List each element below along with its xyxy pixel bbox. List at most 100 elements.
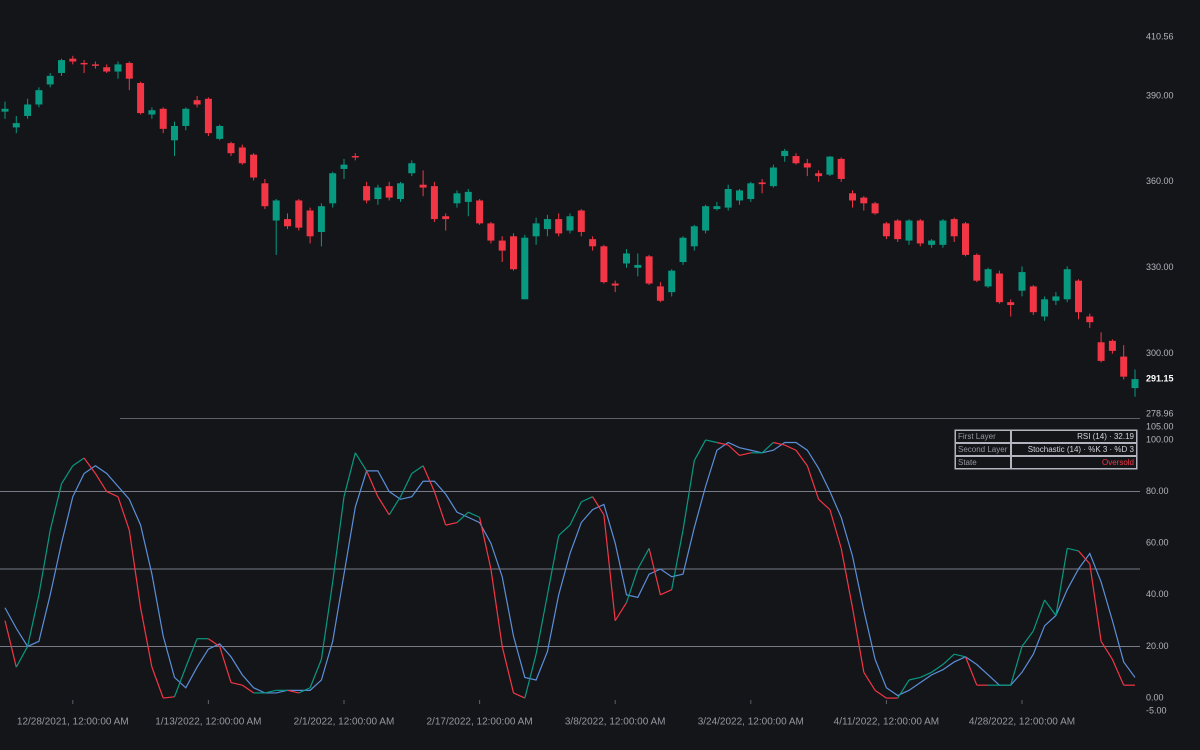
candle-body: [80, 62, 88, 65]
candle-body: [1, 108, 9, 112]
candle-body: [250, 154, 258, 178]
k-line-segment: [151, 666, 164, 699]
k-line-segment: [411, 465, 424, 474]
candle-body: [487, 223, 495, 241]
table-label: Second Layer: [958, 445, 1008, 454]
y-tick-label: 330.00: [1146, 262, 1174, 272]
candle-body: [611, 283, 619, 286]
x-tick-label: 2/1/2022, 12:00:00 AM: [294, 717, 395, 728]
candle-body: [521, 237, 529, 300]
candle-body: [882, 223, 890, 237]
k-line-segment: [106, 490, 119, 498]
k-line-segment: [445, 521, 458, 526]
candle-body: [453, 193, 461, 204]
candle-body: [916, 220, 924, 244]
k-line-segment: [117, 496, 130, 531]
candle-body: [724, 189, 732, 208]
candle-body: [702, 206, 710, 231]
k-line-segment: [806, 465, 820, 500]
table-cell: [955, 443, 1011, 456]
y-tick-label: 60.00: [1146, 538, 1169, 548]
table-cell: [955, 430, 1011, 443]
y-tick-label: 80.00: [1146, 486, 1169, 496]
candle-body: [950, 219, 958, 237]
candle-body: [1007, 302, 1015, 306]
k-line-segment: [1067, 547, 1079, 552]
y-tick-label: 0.00: [1146, 692, 1164, 702]
candle-body: [261, 183, 269, 207]
candle-body: [736, 190, 743, 201]
table-cell: [955, 456, 1011, 469]
k-line-segment: [320, 581, 334, 660]
candle-body: [295, 200, 303, 228]
candle-body: [284, 219, 291, 227]
candle-body: [317, 206, 325, 232]
candle-body: [329, 173, 337, 204]
k-line-segment: [660, 589, 672, 596]
k-line-segment: [851, 607, 865, 673]
candle-body: [668, 270, 676, 293]
candle-body: [656, 286, 664, 301]
table-frame: [954, 429, 1138, 470]
candle-body: [995, 273, 1003, 303]
k-line-segment: [433, 491, 447, 526]
candle-body: [476, 200, 484, 224]
candle-body: [1052, 296, 1060, 301]
k-line-segment: [964, 656, 978, 686]
k-line-segment: [920, 671, 932, 678]
k-line-segment: [15, 646, 29, 668]
k-line-segment: [1111, 659, 1125, 686]
k-line-segment: [513, 692, 526, 699]
candle-body: [849, 193, 856, 201]
candle-body: [148, 110, 156, 115]
candle-body: [543, 219, 551, 230]
candle-body: [532, 223, 540, 237]
candle-body: [600, 246, 608, 283]
k-line-segment: [388, 496, 402, 516]
k-line-segment: [1055, 548, 1068, 616]
candle-body: [747, 183, 755, 200]
candle-body: [408, 163, 416, 174]
k-line-segment: [558, 524, 571, 536]
y-tick-label: -5.00: [1146, 705, 1167, 715]
candle-body: [351, 156, 359, 158]
k-line-segment: [422, 465, 435, 492]
y-tick-label: 410.56: [1146, 31, 1174, 41]
k-line-segment: [829, 509, 842, 549]
k-line-segment: [727, 444, 740, 456]
candle-body: [679, 237, 687, 263]
x-tick-label: 4/28/2022, 12:00:00 AM: [969, 717, 1075, 728]
candle-body: [984, 269, 992, 287]
candle-body: [1086, 316, 1094, 323]
k-line-segment: [1032, 599, 1046, 632]
candle-body: [769, 167, 777, 187]
candle-body: [103, 67, 111, 72]
k-line-segment: [208, 638, 221, 647]
k-line-segment: [592, 496, 605, 516]
candle-body: [1075, 280, 1082, 313]
candle-body: [137, 83, 145, 114]
candle-body: [510, 236, 517, 270]
candle-body: [1120, 356, 1128, 377]
candle-body: [363, 186, 371, 201]
x-tick-label: 3/8/2022, 12:00:00 AM: [565, 717, 666, 728]
k-line-segment: [773, 441, 785, 446]
candle-body: [577, 210, 585, 232]
table-value: Oversold: [1102, 458, 1134, 467]
k-line-segment: [942, 653, 955, 665]
k-line-segment: [761, 442, 774, 454]
candle-body: [227, 143, 235, 154]
info-table: First Layer RSI (14) · 32.19 Second Layer S…: [954, 429, 1138, 470]
k-line-segment: [569, 501, 582, 526]
k-line-segment: [863, 671, 876, 691]
k-line-segment: [128, 530, 142, 608]
k-line-segment: [140, 607, 153, 668]
candle-body: [1131, 379, 1139, 389]
k-line-segment: [693, 439, 707, 461]
k-line-segment: [264, 689, 277, 694]
k-line-segment: [60, 465, 74, 485]
candle-body: [374, 187, 382, 200]
d-line: [4, 441, 1136, 697]
